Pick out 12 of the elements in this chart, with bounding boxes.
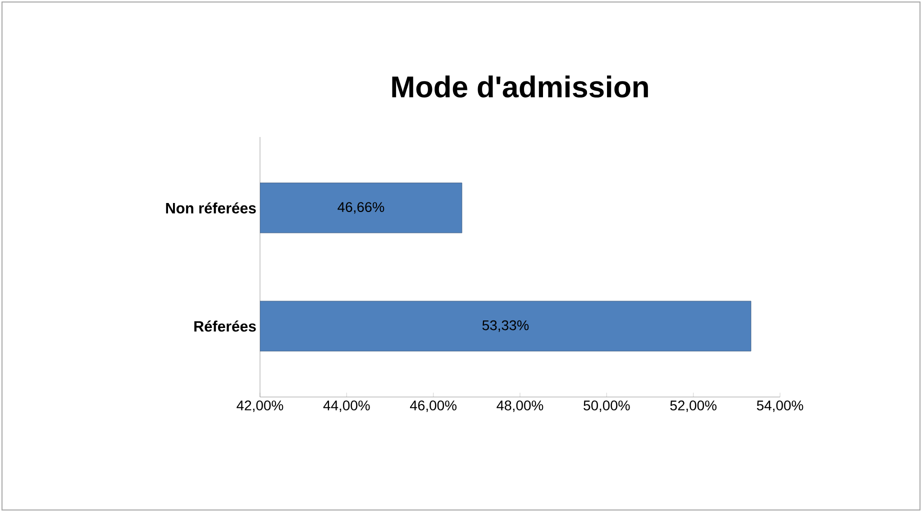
- data-label: 53,33%: [482, 320, 529, 332]
- x-tick-label: 44,00%: [323, 400, 370, 412]
- x-tick-label: 42,00%: [236, 400, 284, 412]
- x-tick-label: 48,00%: [496, 400, 544, 412]
- data-label: 46,66%: [338, 202, 384, 214]
- y-tick-label: Réferées: [194, 320, 256, 332]
- x-tick-label: 46,00%: [410, 400, 456, 412]
- x-tick-label: 52,00%: [670, 400, 716, 412]
- x-tick-label: 54,00%: [756, 400, 804, 412]
- x-tick-label: 50,00%: [584, 400, 630, 412]
- chart-title: Mode d'admission: [392, 76, 648, 98]
- y-tick-label: Non réferées: [166, 202, 256, 214]
